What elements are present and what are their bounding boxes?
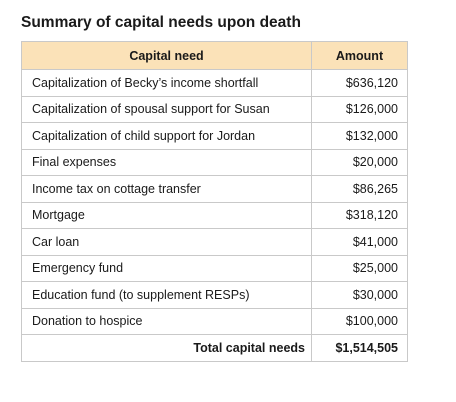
table-row: Capitalization of child support for Jord…: [21, 122, 408, 150]
amount-cell: $318,120: [311, 201, 408, 229]
total-amount: $1,514,505: [311, 334, 408, 362]
total-row: Total capital needs $1,514,505: [21, 334, 408, 362]
amount-cell: $20,000: [311, 148, 408, 176]
capital-needs-table: Capital need Amount Capitalization of Be…: [21, 41, 408, 362]
table-row: Education fund (to supplement RESPs) $30…: [21, 281, 408, 309]
document-title: Summary of capital needs upon death: [21, 14, 301, 31]
amount-cell: $100,000: [311, 307, 408, 335]
column-header-capital-need: Capital need: [21, 41, 312, 70]
amount-cell: $30,000: [311, 281, 408, 309]
table-row: Car loan $41,000: [21, 228, 408, 256]
capital-need-cell: Emergency fund: [21, 254, 312, 282]
total-label: Total capital needs: [21, 334, 312, 362]
capital-need-cell: Income tax on cottage transfer: [21, 175, 312, 203]
capital-need-cell: Capitalization of Becky’s income shortfa…: [21, 69, 312, 97]
table-row: Final expenses $20,000: [21, 148, 408, 176]
amount-cell: $41,000: [311, 228, 408, 256]
capital-need-cell: Car loan: [21, 228, 312, 256]
table-row: Capitalization of spousal support for Su…: [21, 95, 408, 123]
amount-cell: $132,000: [311, 122, 408, 150]
capital-need-cell: Education fund (to supplement RESPs): [21, 281, 312, 309]
column-header-amount: Amount: [311, 41, 408, 70]
table-row: Capitalization of Becky’s income shortfa…: [21, 69, 408, 97]
capital-need-cell: Capitalization of spousal support for Su…: [21, 95, 312, 123]
amount-cell: $126,000: [311, 95, 408, 123]
amount-cell: $25,000: [311, 254, 408, 282]
amount-cell: $636,120: [311, 69, 408, 97]
table-row: Mortgage $318,120: [21, 201, 408, 229]
capital-need-cell: Donation to hospice: [21, 307, 312, 335]
table-row: Income tax on cottage transfer $86,265: [21, 175, 408, 203]
capital-need-cell: Mortgage: [21, 201, 312, 229]
capital-need-cell: Final expenses: [21, 148, 312, 176]
table-row: Emergency fund $25,000: [21, 254, 408, 282]
table-header-row: Capital need Amount: [21, 41, 408, 70]
capital-need-cell: Capitalization of child support for Jord…: [21, 122, 312, 150]
table-row: Donation to hospice $100,000: [21, 307, 408, 335]
amount-cell: $86,265: [311, 175, 408, 203]
